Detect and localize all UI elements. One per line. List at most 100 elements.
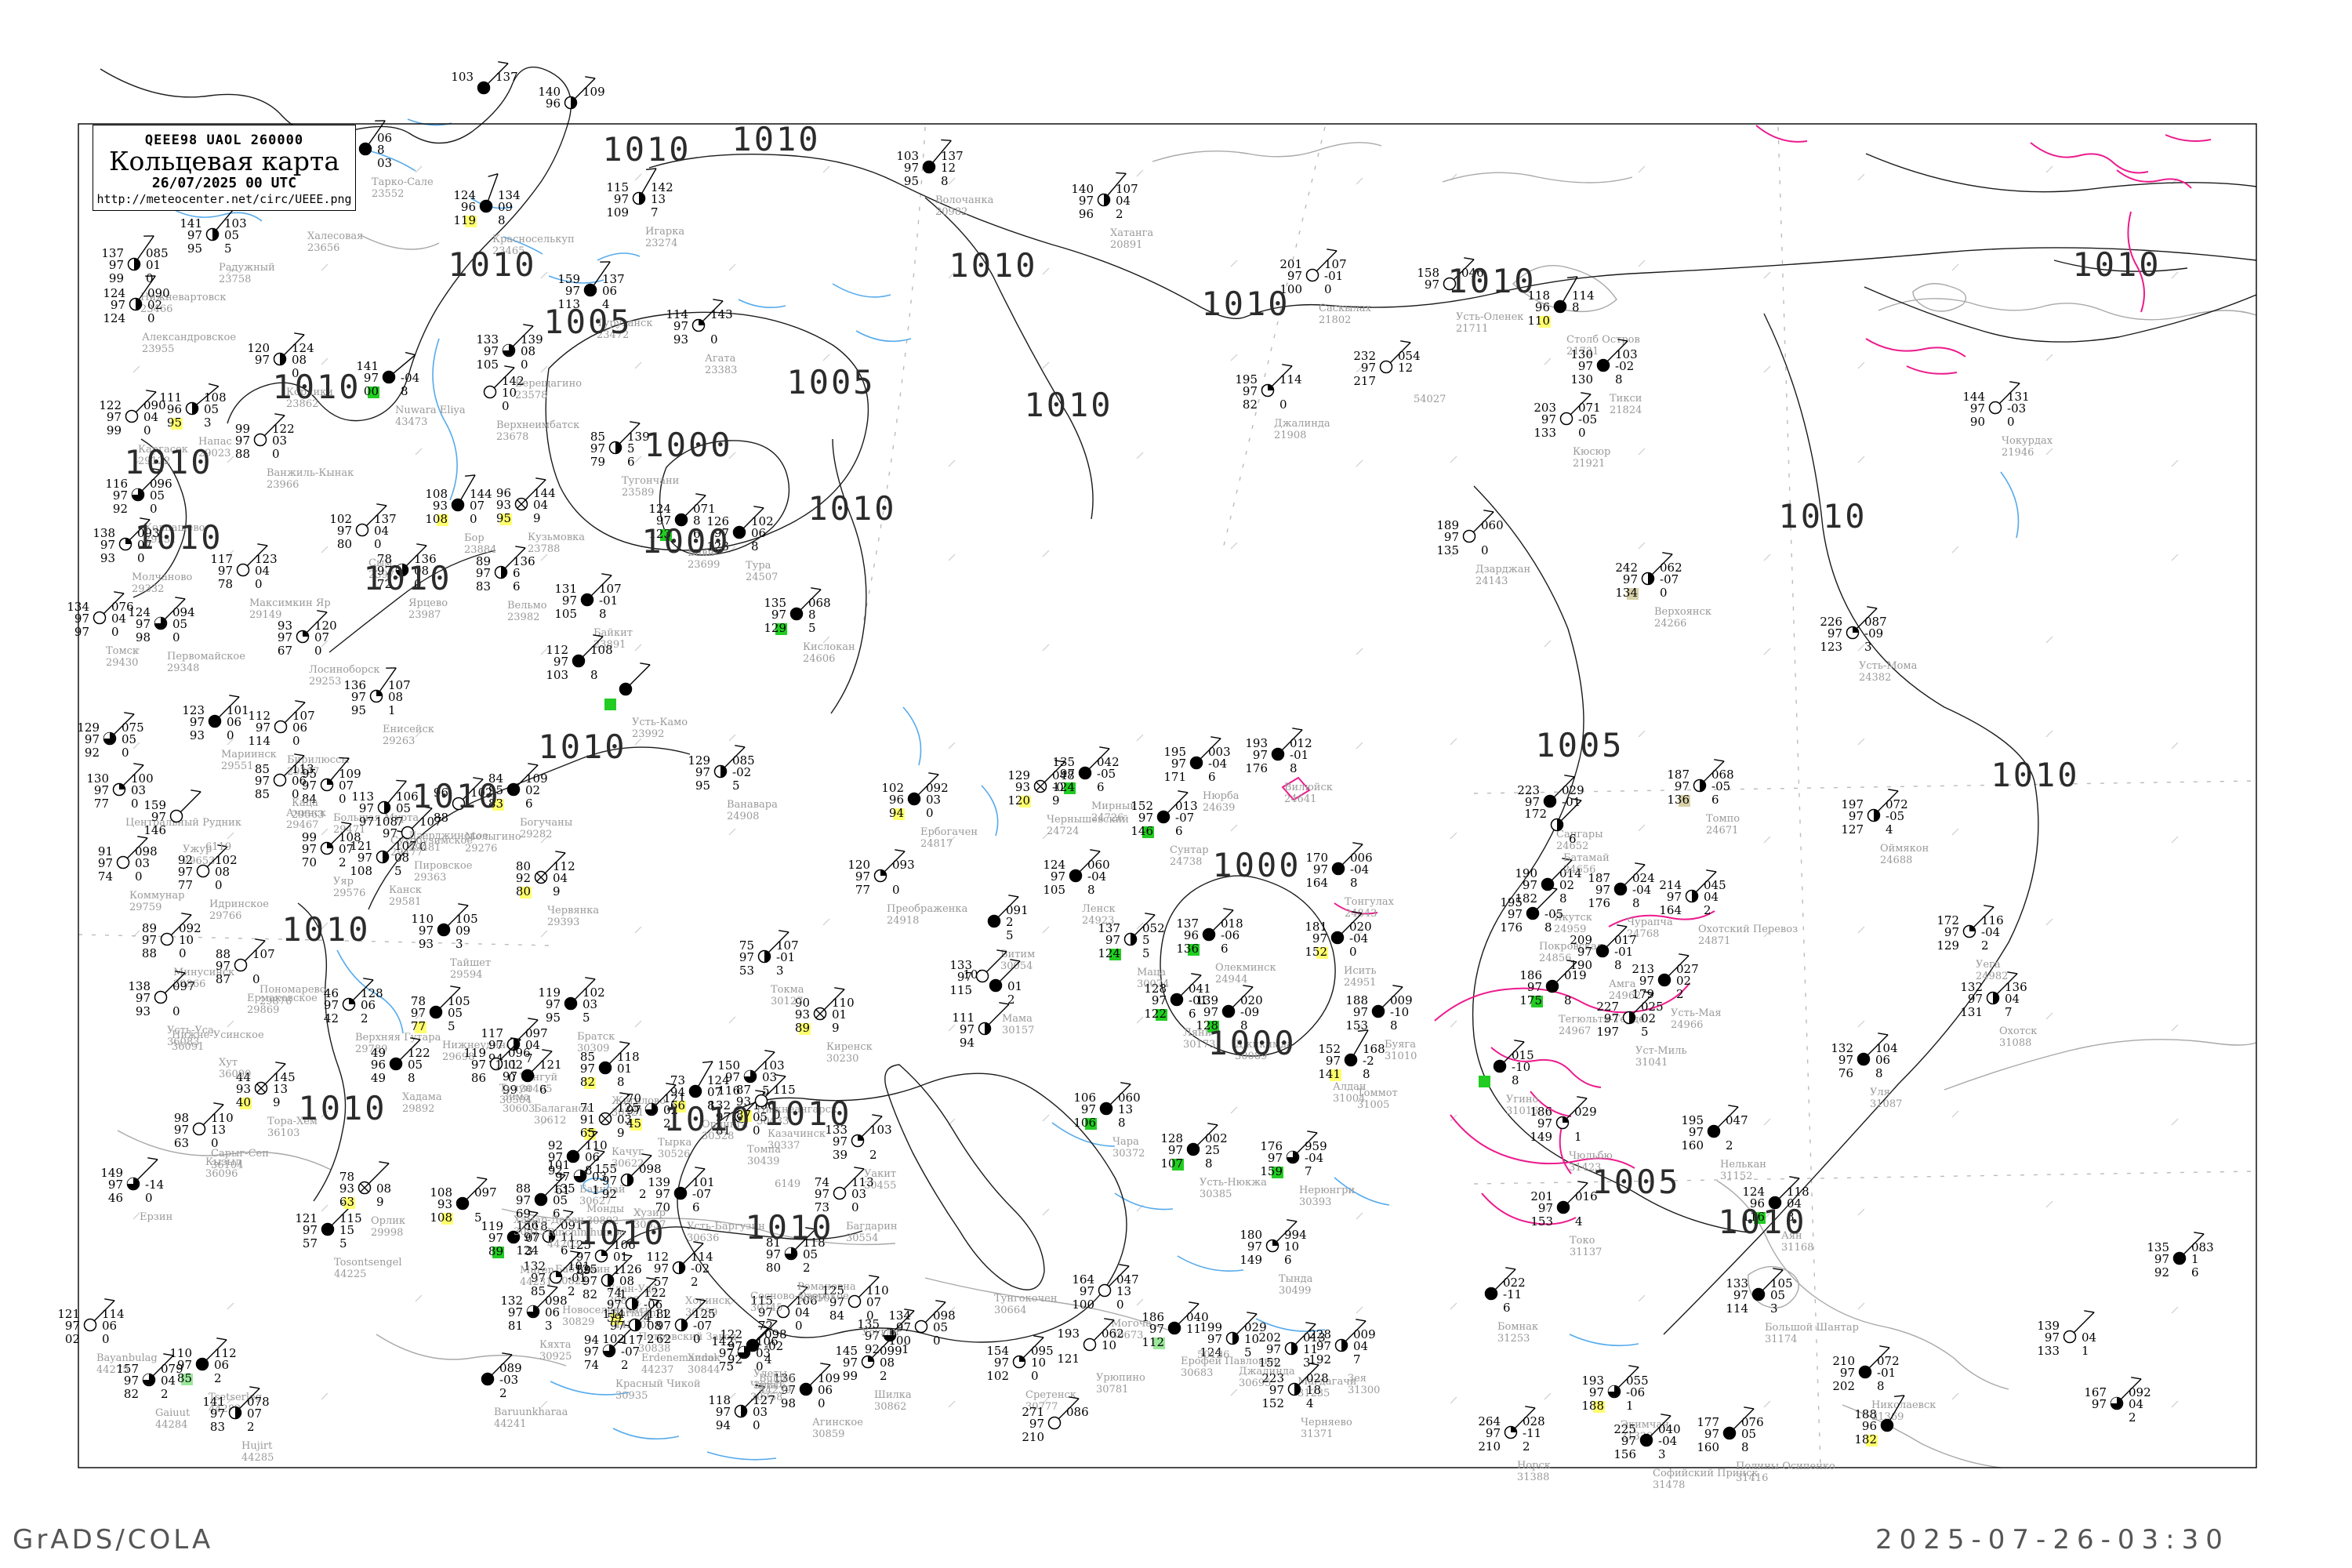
station-pressure: 090	[143, 398, 166, 412]
wind-barb-feather	[1356, 1319, 1367, 1322]
station-humidity: 97	[546, 997, 561, 1011]
station-dewpoint: 112	[1142, 1335, 1164, 1349]
wind-barb-feather	[450, 985, 461, 989]
station-pressure-tendency: 08	[292, 353, 307, 367]
wind-barb-shaft	[164, 972, 186, 994]
station-dewpoint: 102	[986, 1369, 1009, 1383]
station-humidity: 97	[1316, 1339, 1331, 1353]
station-extra-value: 2	[691, 1275, 699, 1289]
station-name: Аян	[1781, 1230, 1802, 1242]
station-humidity: 97	[758, 1305, 773, 1319]
wind-barb-shaft	[447, 905, 469, 927]
station-temperature: 242	[1615, 561, 1638, 575]
station-humidity: 97	[896, 1320, 911, 1334]
station-temperature: 82	[656, 1307, 671, 1321]
cloud-cover-circle	[1559, 412, 1573, 426]
station-temperature: 134	[888, 1308, 911, 1323]
station-pressure: 139	[521, 332, 543, 347]
graticule-tick	[540, 930, 548, 938]
station-name: Baruunkharaa	[494, 1406, 568, 1418]
station-humidity: 97	[607, 1298, 622, 1312]
station-pressure-tendency: -07	[1175, 811, 1194, 825]
wind-barb-shaft	[113, 713, 135, 735]
wind-barb-feather	[140, 517, 151, 521]
station-extra-value: 0	[131, 797, 139, 811]
station-temperature: 116	[105, 477, 128, 491]
station-index: 20891	[1110, 239, 1142, 251]
station-highlight-square	[441, 1213, 453, 1225]
cover-half	[1291, 1342, 1298, 1355]
station-dewpoint: 49	[371, 1071, 386, 1085]
wind-barb-feather	[1577, 1096, 1588, 1099]
wind-barb-feather	[257, 543, 268, 546]
graticule-tick	[634, 1020, 642, 1028]
station-extra-value: 8	[1615, 372, 1623, 387]
station-extra-value: 5	[1142, 946, 1150, 960]
graticule-tick	[948, 1400, 956, 1408]
station-pressure-tendency: 08	[619, 1274, 634, 1288]
isobar-value-label: 1000	[1207, 1024, 1296, 1062]
station-extra-value: 0	[773, 1108, 781, 1122]
wind-barb-shaft	[608, 1094, 630, 1116]
station-extra-value: 8	[408, 1071, 416, 1085]
station-humidity: 97	[565, 284, 580, 298]
station-dewpoint: 164	[1305, 876, 1328, 890]
graticule-tick	[1857, 456, 1865, 463]
station-name: Кузьмовка	[528, 532, 585, 543]
station-temperature: 73	[670, 1073, 685, 1087]
station-index: 24738	[1170, 856, 1202, 868]
station-pressure: 097	[172, 979, 195, 993]
station-index: 44284	[155, 1419, 187, 1431]
wind-barb-feather	[1307, 1131, 1318, 1134]
graticule-tick	[1136, 734, 1144, 742]
cloud-cover-circle	[1462, 529, 1476, 543]
station-pressure: 098	[933, 1308, 956, 1323]
station-humidity: 97	[109, 258, 124, 272]
station-index: 30758	[750, 1392, 782, 1403]
station-temperature: 74	[815, 1175, 829, 1189]
station-temperature: 112	[646, 1250, 669, 1264]
station-extra-value: 0	[215, 878, 223, 892]
station-temperature: 195	[1235, 372, 1258, 387]
graticule-tick	[1857, 644, 1865, 652]
wind-barb-feather	[510, 1037, 521, 1040]
cloud-cover-circle	[673, 1186, 688, 1200]
station-name: Усть-Оленек	[1456, 311, 1523, 323]
station-index: 31005	[1357, 1099, 1389, 1111]
station-index: 24688	[1880, 855, 1912, 866]
wind-barb-feather	[1643, 991, 1654, 994]
station-pressure: 06	[377, 131, 392, 145]
station-name: Кызыл	[205, 1156, 241, 1168]
wind-barb-shaft	[365, 505, 387, 527]
graticule-tick	[1356, 930, 1363, 938]
wind-barb-shaft	[1566, 1098, 1588, 1120]
wind-barb-feather	[146, 390, 157, 393]
wind-barb-shaft	[724, 746, 746, 768]
wind-barb-shaft	[1996, 973, 2018, 995]
station-name: Канск	[389, 884, 422, 896]
station-pressure-tendency: 06	[751, 526, 766, 540]
cover-clear-wedge	[1608, 1385, 1614, 1392]
wind-barb-shaft	[1651, 554, 1673, 575]
station-humidity: 97	[610, 1319, 625, 1333]
station-index: 44275	[96, 1364, 129, 1376]
station-extra-value: 0	[2007, 415, 2015, 429]
station-pressure: 028	[1523, 1414, 1545, 1428]
station-index: 44231	[520, 1276, 552, 1288]
station-humidity: 93	[736, 1094, 751, 1109]
wind-barb-shaft	[141, 470, 163, 492]
station-humidity: 97	[716, 1405, 731, 1419]
station-pressure-tendency: 03	[592, 1170, 607, 1184]
station-extra-value: 0	[756, 1359, 764, 1374]
station-pressure: 106	[613, 1238, 636, 1252]
cloud-cover-circle	[619, 682, 633, 696]
station-humidity: 97	[1287, 269, 1302, 283]
cloud-cover-circle	[2172, 1251, 2187, 1265]
